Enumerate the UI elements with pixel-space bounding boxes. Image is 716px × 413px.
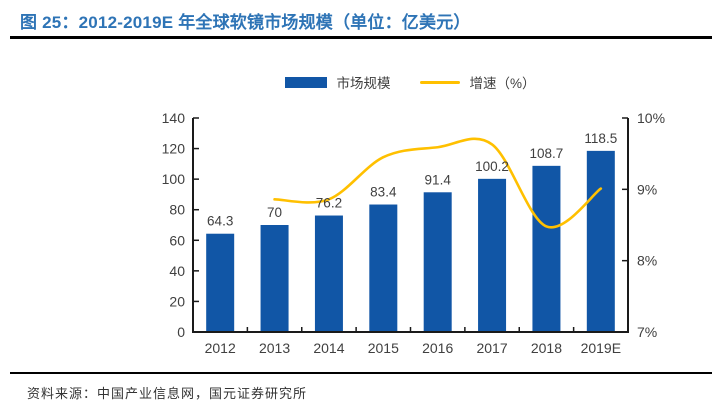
tick-label: 100 [162, 171, 186, 187]
right-axis-labels: 7% 8% 9% 10% [637, 110, 665, 340]
x-axis-label-2012: 2012 [205, 340, 236, 356]
chart-legend: 市场规模 增速（%） [193, 73, 628, 91]
x-axis-label-2015: 2015 [368, 340, 399, 356]
legend-item-growth-rate: 增速（%） [420, 72, 536, 92]
bar-value-labels: 64.3 70 76.2 83.4 91.4 100.2 108.7 118.5 [207, 131, 617, 229]
bar-2017 [478, 178, 507, 332]
bar-2018 [532, 165, 561, 332]
figure-title: 图 25：2012-2019E 年全球软镜市场规模（单位：亿美元） [20, 13, 471, 32]
x-axis-label-2019E: 2019E [581, 340, 621, 356]
x-axis-label-2016: 2016 [422, 340, 453, 356]
tick-label: 20 [169, 293, 185, 309]
bar-value-label: 100.2 [475, 159, 509, 174]
bar-series-swatch-icon [285, 76, 328, 88]
x-axis-label-2018: 2018 [531, 340, 562, 356]
bar-value-label: 64.3 [207, 214, 233, 229]
bar-value-label: 83.4 [370, 185, 397, 200]
bar-value-label: 108.7 [530, 146, 564, 161]
legend-label-market-size: 市场规模 [336, 76, 391, 91]
x-axis-label-2017: 2017 [476, 340, 507, 356]
x-axis-label-2013: 2013 [259, 340, 290, 356]
bar-value-label: 118.5 [584, 131, 617, 146]
tick-label: 120 [162, 141, 186, 157]
left-axis-labels: 0 20 40 60 80 100 120 140 [162, 110, 186, 340]
tick-label: 140 [162, 110, 186, 126]
source-note: 资料来源：中国产业信息网，国元证券研究所 [27, 386, 308, 401]
bar-2016 [423, 192, 452, 332]
bar-2014 [314, 215, 343, 332]
bar-series [206, 150, 615, 332]
axis-ticks [192, 117, 629, 333]
tick-label: 9% [637, 181, 657, 197]
tick-label: 7% [637, 324, 657, 340]
growth-rate-line [273, 137, 603, 229]
line-series-swatch-icon [420, 80, 461, 84]
legend-label-growth-rate: 增速（%） [469, 76, 536, 91]
title-divider [10, 36, 712, 39]
tick-label: 0 [177, 324, 185, 340]
bar-2012 [206, 233, 235, 332]
bar-2013 [260, 225, 289, 332]
source-divider [10, 372, 712, 374]
bar-value-label: 70 [267, 205, 282, 220]
tick-label: 10% [637, 110, 665, 126]
bar-2019E [586, 150, 615, 332]
tick-label: 60 [169, 232, 185, 248]
tick-label: 80 [169, 202, 185, 218]
legend-item-market-size: 市场规模 [285, 72, 390, 92]
x-axis-label-2014: 2014 [313, 340, 344, 356]
bar-value-label: 76.2 [316, 196, 342, 211]
tick-label: 40 [169, 263, 185, 279]
bar-value-label: 91.4 [425, 172, 452, 187]
tick-label: 8% [637, 253, 657, 269]
bar-2015 [369, 204, 398, 332]
x-axis-labels: 2012 2013 2014 2015 2016 2017 2018 2019E [205, 340, 621, 356]
